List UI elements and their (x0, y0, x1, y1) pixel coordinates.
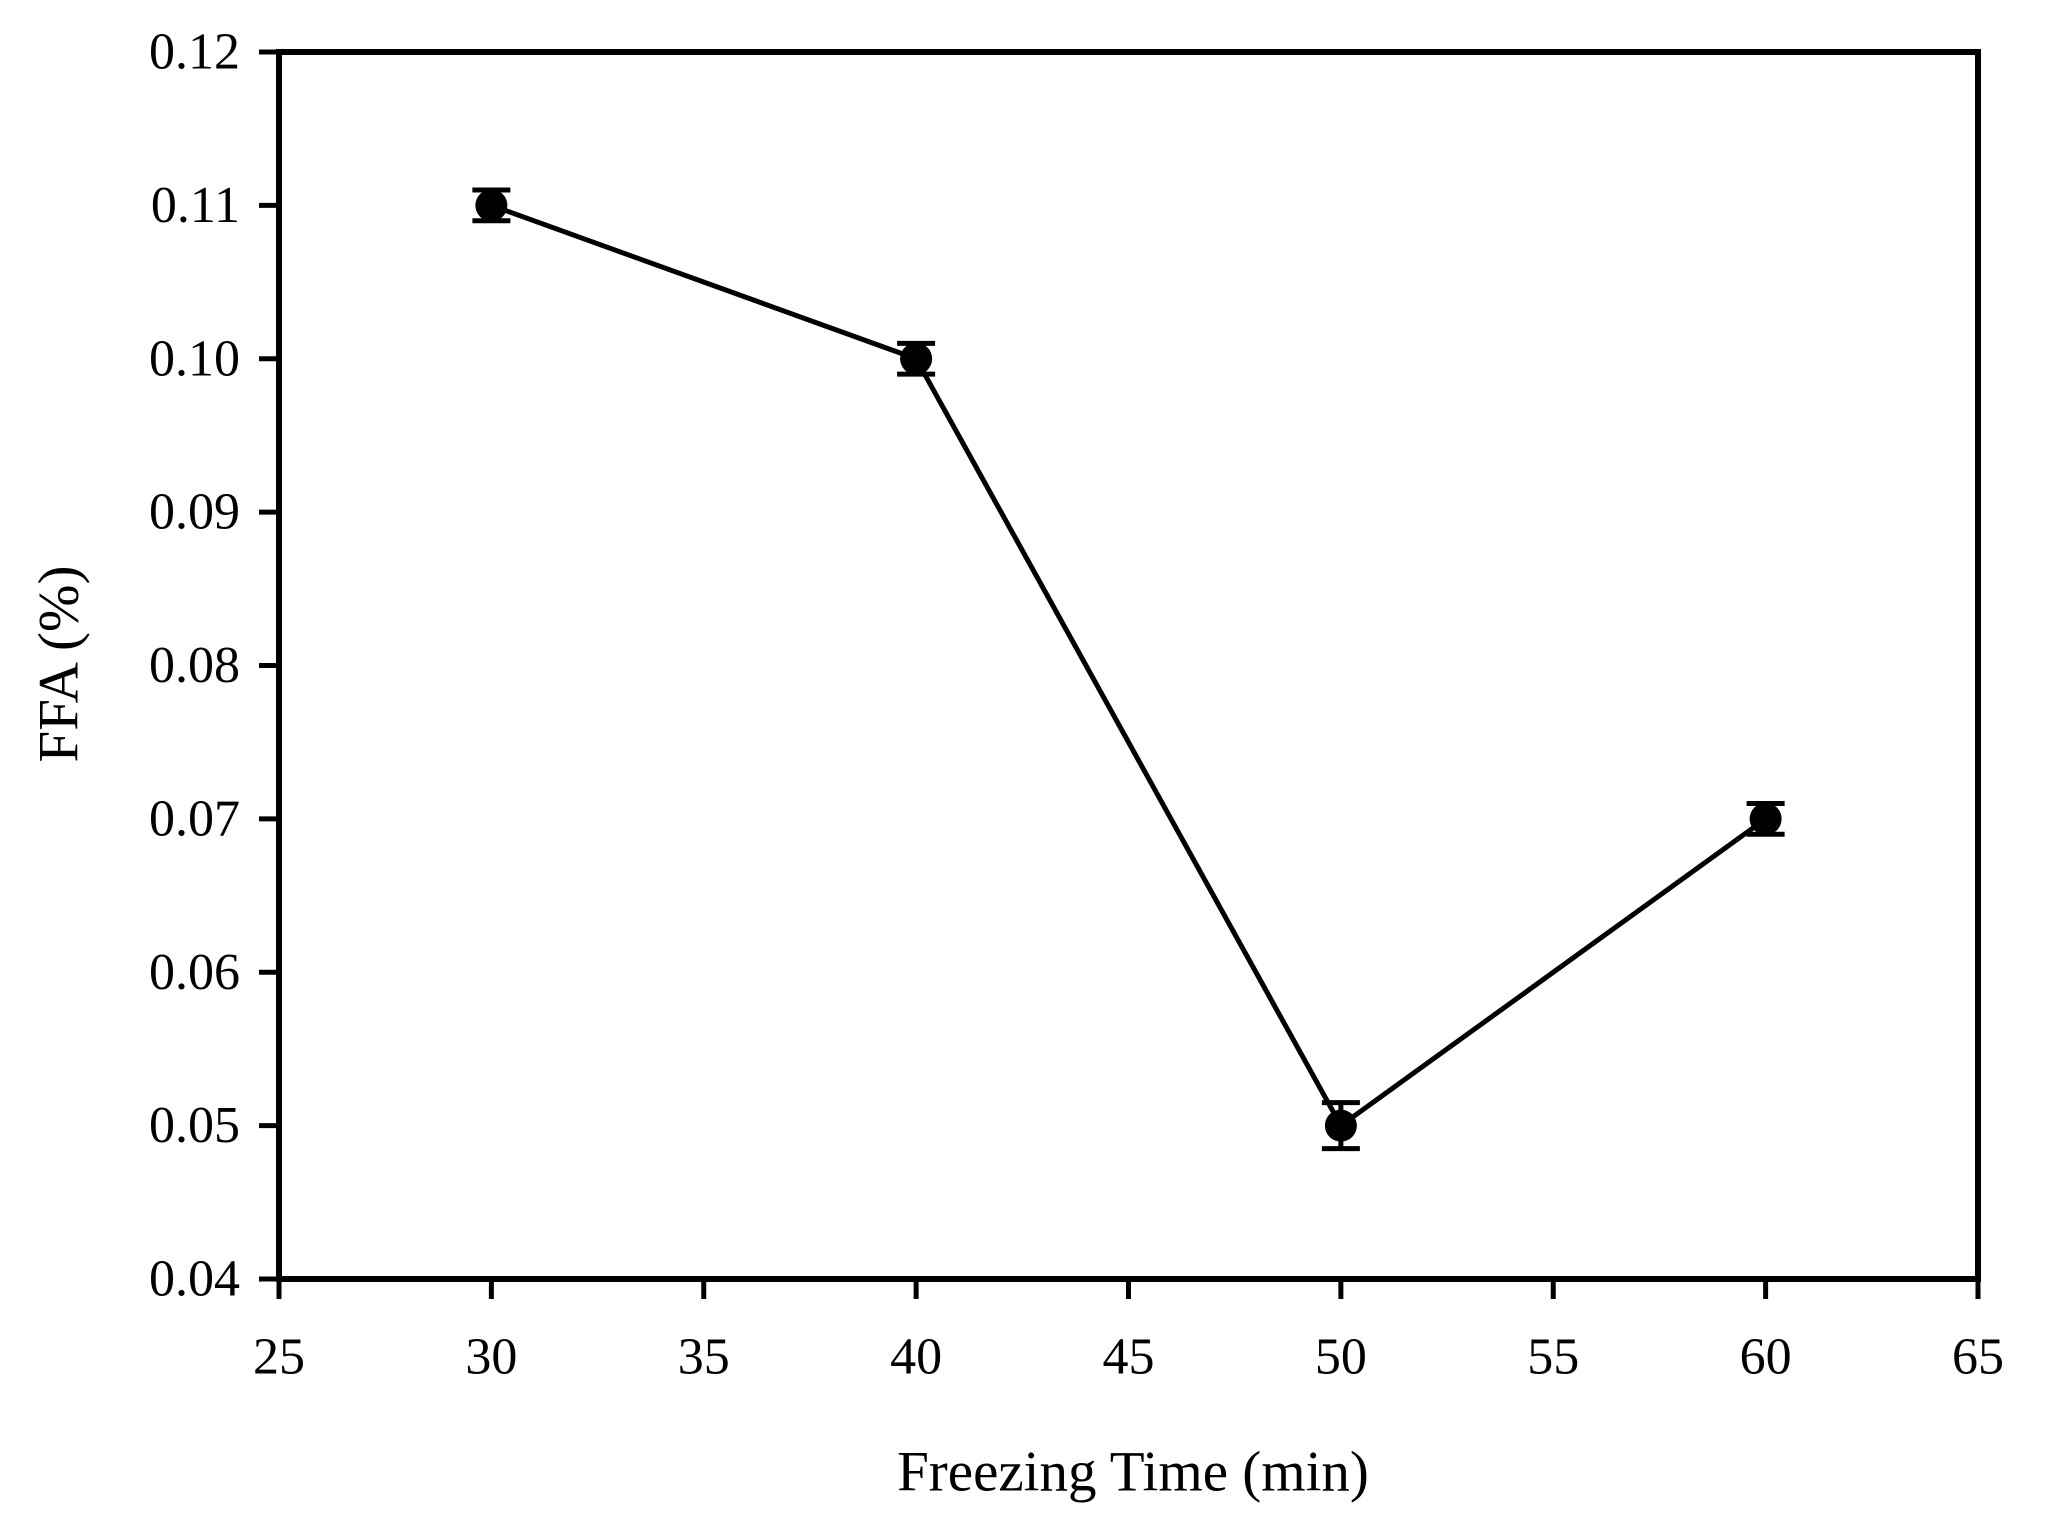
plot-frame (276, 49, 1981, 1282)
x-tick-label: 60 (1740, 1329, 1792, 1386)
data-point-marker (1749, 802, 1782, 835)
y-tick-label: 0.04 (149, 1251, 240, 1308)
y-axis-label: FFA (%) (27, 565, 91, 763)
x-tick-label: 35 (678, 1329, 730, 1386)
x-tick-label: 40 (890, 1329, 942, 1386)
x-tick-label: 45 (1103, 1329, 1155, 1386)
data-point-marker (900, 342, 933, 375)
x-axis-label: Freezing Time (min) (897, 1440, 1369, 1504)
y-tick-label: 0.11 (151, 177, 240, 234)
data-point-marker (475, 189, 508, 222)
x-tick-label: 50 (1315, 1329, 1367, 1386)
y-tick-label: 0.07 (149, 790, 240, 847)
y-tick-label: 0.09 (149, 484, 240, 541)
data-point-marker (1324, 1109, 1357, 1142)
x-tick-label: 25 (253, 1329, 305, 1386)
series-line (490, 203, 1768, 1130)
y-tick-label: 0.12 (149, 24, 240, 81)
y-tick-label: 0.05 (149, 1097, 240, 1154)
x-tick-label: 30 (465, 1329, 517, 1386)
y-tick-label: 0.08 (149, 637, 240, 694)
y-tick-label: 0.06 (149, 944, 240, 1001)
x-tick-label: 65 (1952, 1329, 2004, 1386)
x-tick-label: 55 (1527, 1329, 1579, 1386)
y-tick-label: 0.10 (149, 330, 240, 387)
